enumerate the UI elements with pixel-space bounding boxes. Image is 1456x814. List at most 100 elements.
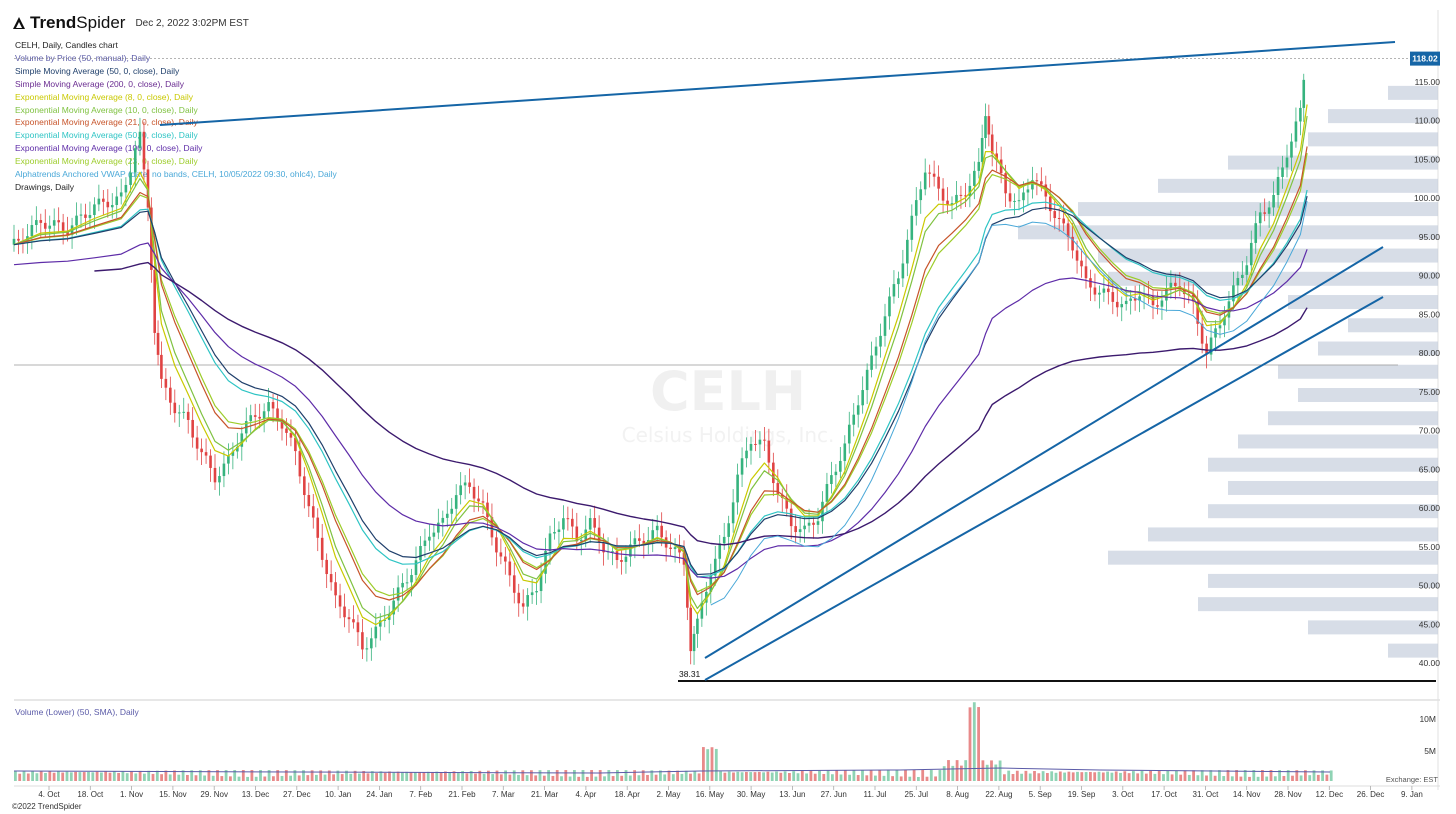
candle-body [888,296,891,317]
candle-body [686,564,689,608]
legend-item[interactable]: CELH, Daily, Candles chart [15,40,118,50]
candle-body [620,560,623,562]
volume-bar [727,771,731,781]
legend-item[interactable]: Simple Moving Average (50, 0, close), Da… [15,65,180,76]
volume-bar [1084,772,1088,781]
volume-bar [82,772,86,781]
last-price-label: 118.02 [1412,54,1438,64]
brand-logo[interactable]: TrendSpider [30,13,126,32]
candle-body [1281,167,1284,177]
candle-body [629,544,632,557]
x-tick-label: 4. Apr [575,790,596,799]
volume-bar [482,773,486,781]
legend-item[interactable]: Drawings, Daily [15,181,75,192]
volume-bar [22,770,26,781]
volume-bar [392,772,396,781]
volume-bar [1278,770,1281,781]
candle-body [1107,288,1110,293]
candle-body [678,547,681,553]
volume-bar [1144,773,1148,781]
volume-bar [912,770,916,781]
legend-item[interactable]: Exponential Moving Average (21, 0, close… [15,117,198,128]
volume-bar [1106,771,1109,781]
candle-body [1062,218,1065,224]
candle-body [1129,298,1132,301]
candle-body [700,602,704,619]
legend-item[interactable]: Exponential Moving Average (10, 0, close… [15,104,198,115]
volume-bar [1162,774,1165,781]
candle-body [709,575,713,592]
candle-body [1245,265,1249,275]
candle-body [798,529,802,533]
legend-item[interactable]: Exponential Moving Average (50, 0, close… [15,130,198,141]
volume-bar [1329,770,1333,781]
volume-by-price-bar [1318,341,1438,356]
legend-item[interactable]: Exponential Moving Average (8, 0, close)… [15,91,193,102]
candle-body [1120,304,1124,308]
x-tick-label: 26. Dec [1357,790,1385,799]
x-tick-label: 31. Oct [1193,790,1220,799]
volume-bar [766,771,770,781]
candle-body [204,452,208,456]
x-tick-label: 17. Oct [1151,790,1178,799]
candle-body [35,220,38,226]
x-tick-label: 21. Mar [531,790,558,799]
candle-body [1258,212,1262,224]
watermark-company: Celsius Holdings, Inc. [622,423,835,447]
legend-item[interactable]: Exponential Moving Average (23, 0, close… [15,156,198,167]
candle-body [133,148,137,173]
volume-bar [315,774,318,781]
candle-body [48,225,52,229]
candle-body [633,538,637,545]
legend-item[interactable]: Volume by Price (50, manual), Daily [15,52,151,63]
candle-body [964,195,967,197]
volume-bar [671,774,675,781]
candle-body [1075,250,1079,261]
candle-body [535,591,538,593]
volume-bar [1230,776,1234,781]
candle-body [879,335,882,347]
candle-body [588,518,592,530]
candle-body [713,558,717,576]
legend-item[interactable]: Exponential Moving Average (100, 0, clos… [15,143,203,154]
volume-by-price-bar [1388,85,1438,100]
candle-body [928,172,931,174]
candle-body [209,455,212,468]
candle-body [504,556,507,562]
volume-bar [547,770,550,781]
volume-bar [904,770,907,781]
volume-bar [203,775,206,781]
candle-body [843,443,847,461]
candle-body [1093,287,1097,295]
volume-bar [530,770,533,781]
legend-item[interactable]: Simple Moving Average (200, 0, close), D… [15,78,184,89]
candle-body [173,402,177,414]
volume-bar [783,771,787,781]
candle-body [383,619,387,621]
volume-bar [551,775,555,781]
volume-by-price-bar [1308,620,1438,635]
volume-bar [366,773,370,781]
volume-bar [590,770,593,781]
candle-body [468,482,471,487]
candle-body [1241,274,1244,278]
volume-bar [168,774,172,781]
legend-item[interactable]: Alphatrends Anchored VWAP (date, no band… [15,169,337,180]
x-tick-label: 24. Jan [366,790,392,799]
candle-body [110,205,114,208]
volume-bar [594,776,598,781]
volume-bar [620,775,624,781]
volume-bar [293,770,297,781]
volume-bar [667,770,671,781]
volume-bar [125,773,129,781]
x-tick-label: 16. May [696,790,724,799]
volume-tick-label: 5M [1424,746,1436,756]
volume-pane-label[interactable]: Volume (Lower) (50, SMA), Daily [15,707,139,717]
volume-bar [1243,770,1247,781]
volume-bar [1007,770,1011,781]
volume-by-price-bar [1158,178,1438,193]
candle-body [897,278,900,285]
volume-bar [1089,771,1092,781]
volume-bar [349,773,353,781]
